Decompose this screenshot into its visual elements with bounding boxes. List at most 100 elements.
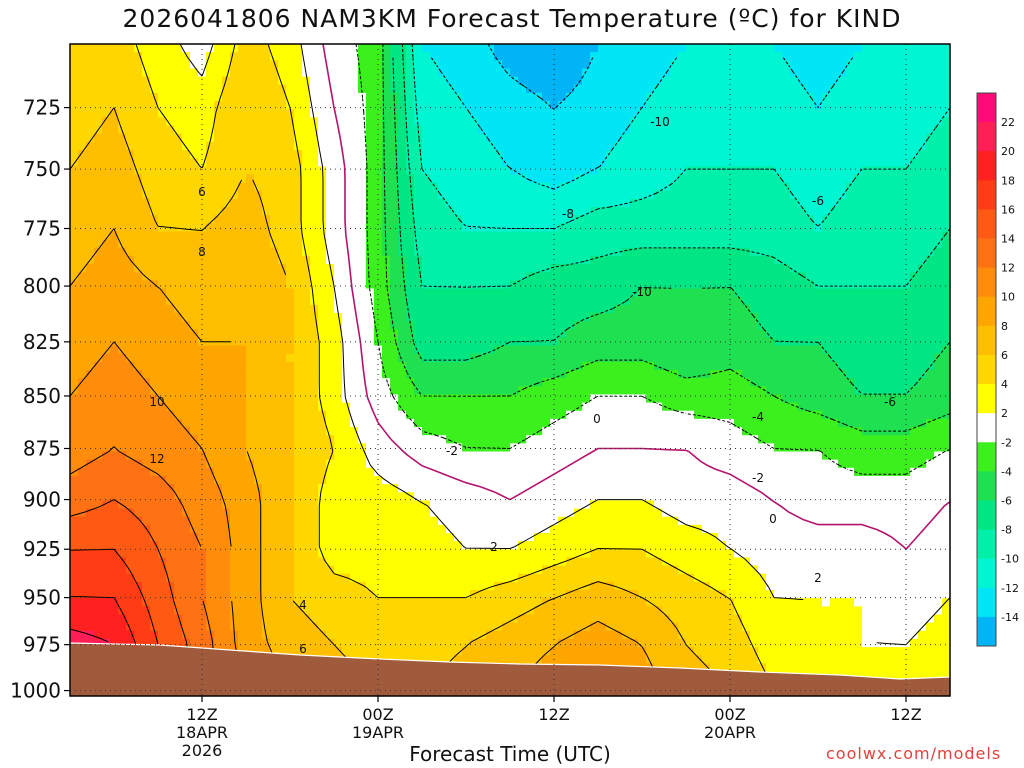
temperature-cell <box>886 215 895 224</box>
temperature-cell <box>318 68 327 78</box>
temperature-cell <box>742 329 751 338</box>
temperature-cell <box>206 141 215 151</box>
temperature-cell <box>302 68 311 78</box>
temperature-cell <box>542 133 551 143</box>
temperature-cell <box>790 60 799 70</box>
temperature-cell <box>918 288 927 298</box>
temperature-cell <box>710 52 719 61</box>
temperature-cell <box>342 329 351 338</box>
temperature-cell <box>350 370 359 379</box>
temperature-cell <box>670 133 679 143</box>
temperature-cell <box>926 231 935 241</box>
temperature-cell <box>294 223 303 233</box>
temperature-cell <box>934 394 943 404</box>
temperature-cell <box>830 329 839 338</box>
temperature-cell <box>222 174 231 184</box>
temperature-cell <box>150 296 159 306</box>
temperature-cell <box>526 288 535 298</box>
temperature-cell <box>630 312 639 322</box>
temperature-cell <box>726 174 735 184</box>
temperature-cell <box>230 247 239 257</box>
temperature-cell <box>78 378 87 387</box>
temperature-cell <box>798 125 807 135</box>
temperature-cell <box>742 84 751 94</box>
temperature-cell <box>750 52 759 61</box>
temperature-cell <box>846 92 855 102</box>
temperature-cell <box>374 44 383 53</box>
temperature-cell <box>102 60 111 70</box>
temperature-cell <box>254 101 263 110</box>
temperature-cell <box>310 190 319 200</box>
temperature-cell <box>630 190 639 200</box>
temperature-cell <box>622 133 631 143</box>
temperature-cell <box>462 92 471 102</box>
temperature-cell <box>462 239 471 249</box>
temperature-cell <box>150 101 159 110</box>
temperature-cell <box>870 109 879 118</box>
temperature-cell <box>910 386 919 396</box>
temperature-cell <box>606 264 615 273</box>
temperature-cell <box>878 117 887 127</box>
temperature-cell <box>654 141 663 151</box>
temperature-cell <box>782 92 791 102</box>
temperature-cell <box>662 190 671 200</box>
temperature-cell <box>214 117 223 127</box>
temperature-cell <box>310 280 319 290</box>
temperature-cell <box>318 321 327 330</box>
temperature-cell <box>662 280 671 290</box>
temperature-cell <box>78 207 87 216</box>
temperature-cell <box>406 304 415 314</box>
temperature-cell <box>598 198 607 208</box>
temperature-cell <box>230 329 239 338</box>
temperature-cell <box>486 223 495 233</box>
temperature-cell <box>366 272 375 281</box>
temperature-cell <box>438 125 447 135</box>
temperature-cell <box>230 288 239 298</box>
temperature-cell <box>894 141 903 151</box>
temperature-cell <box>854 247 863 257</box>
temperature-cell <box>518 386 527 396</box>
temperature-cell <box>222 231 231 241</box>
temperature-cell <box>446 304 455 314</box>
temperature-cell <box>302 101 311 110</box>
temperature-cell <box>366 361 375 371</box>
temperature-cell <box>366 394 375 404</box>
temperature-cell <box>382 296 391 306</box>
temperature-cell <box>766 133 775 143</box>
temperature-cell <box>494 402 503 412</box>
temperature-cell <box>766 125 775 135</box>
temperature-cell <box>886 272 895 281</box>
temperature-cell <box>582 52 591 61</box>
temperature-cell <box>78 101 87 110</box>
temperature-cell <box>774 370 783 379</box>
temperature-cell <box>94 255 103 265</box>
temperature-cell <box>926 370 935 379</box>
temperature-cell <box>614 166 623 175</box>
temperature-cell <box>374 101 383 110</box>
temperature-cell <box>718 247 727 257</box>
temperature-cell <box>718 280 727 290</box>
temperature-cell <box>838 133 847 143</box>
temperature-cell <box>822 215 831 224</box>
temperature-cell <box>662 92 671 102</box>
temperature-cell <box>806 174 815 184</box>
temperature-cell <box>726 109 735 118</box>
temperature-cell <box>462 101 471 110</box>
temperature-cell <box>126 84 135 94</box>
temperature-cell <box>638 101 647 110</box>
temperature-cell <box>110 101 119 110</box>
temperature-cell <box>766 101 775 110</box>
temperature-cell <box>566 280 575 290</box>
temperature-cell <box>734 149 743 159</box>
temperature-cell <box>198 158 207 167</box>
temperature-cell <box>590 84 599 94</box>
temperature-cell <box>646 215 655 224</box>
temperature-cell <box>742 141 751 151</box>
temperature-cell <box>846 215 855 224</box>
temperature-cell <box>478 337 487 347</box>
temperature-cell <box>102 84 111 94</box>
temperature-cell <box>166 410 175 420</box>
temperature-cell <box>214 304 223 314</box>
temperature-cell <box>766 52 775 61</box>
temperature-cell <box>606 239 615 249</box>
